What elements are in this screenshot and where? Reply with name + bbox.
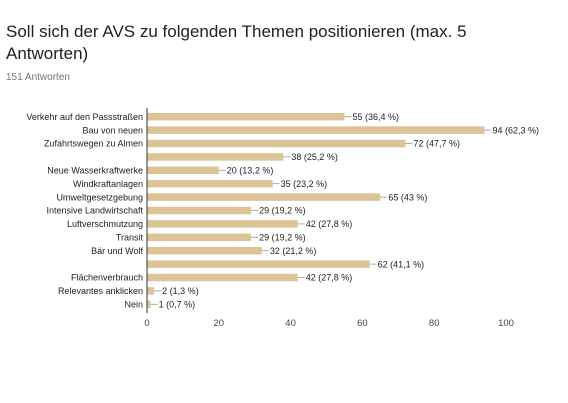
- bar-value-label: 42 (27,8 %): [306, 273, 353, 283]
- bar-value-label: 32 (21,2 %): [270, 246, 317, 256]
- bar: [147, 179, 273, 188]
- bar-value-label: 62 (41,1 %): [378, 259, 425, 269]
- bar: [147, 112, 345, 121]
- bar: [147, 153, 284, 161]
- bar-value-label: 29 (19,2 %): [259, 233, 306, 243]
- x-tick-label: 100: [498, 318, 514, 329]
- bar: [147, 273, 298, 282]
- bar-value-label: 55 (36,4 %): [352, 112, 399, 122]
- bar: [147, 287, 155, 295]
- bar: [147, 300, 151, 309]
- category-label: Relevantes anklicken: [58, 286, 143, 296]
- bar-value-label: 2 (1,3 %): [162, 286, 199, 296]
- category-label: Bär und Wolf: [91, 246, 143, 256]
- x-tick-label: 0: [144, 318, 149, 329]
- x-tick-label: 40: [285, 318, 296, 329]
- bar: [147, 139, 406, 148]
- bar: [147, 193, 381, 201]
- category-label: Intensive Landwirtschaft: [46, 206, 143, 216]
- x-tick-label: 20: [214, 318, 225, 329]
- bar-value-label: 65 (43 %): [388, 192, 427, 202]
- category-label: Bau von neuen: [82, 125, 143, 135]
- x-tick-label: 60: [357, 318, 368, 329]
- bar: [147, 246, 262, 255]
- bar-value-label: 1 (0,7 %): [159, 300, 196, 310]
- category-label: Neue Wasserkraftwerke: [47, 166, 143, 176]
- category-label: Flächenverbrauch: [71, 273, 143, 283]
- bar: [147, 126, 485, 134]
- category-label: Nein: [124, 300, 143, 310]
- bar: [147, 260, 370, 268]
- category-label: Transit: [116, 233, 144, 243]
- category-label: Umweltgesetzgebung: [56, 192, 143, 202]
- category-label: Windkraftanlagen: [73, 179, 143, 189]
- bar: [147, 166, 219, 175]
- bar-value-label: 29 (19,2 %): [259, 206, 306, 216]
- bar-value-label: 94 (62,3 %): [492, 125, 539, 135]
- bar-value-label: 42 (27,8 %): [306, 219, 353, 229]
- category-label: Verkehr auf den Passstraßen: [26, 112, 143, 122]
- category-label: Luftverschmutzung: [67, 219, 143, 229]
- response-count: 151 Antworten: [6, 72, 70, 83]
- bar-value-label: 35 (23,2 %): [281, 179, 328, 189]
- bar-value-label: 72 (47,7 %): [413, 139, 460, 149]
- bar: [147, 206, 252, 215]
- bar-value-label: 20 (13,2 %): [227, 166, 274, 176]
- category-label: Zufahrtswegen zu Almen: [44, 139, 143, 149]
- chart-title: Soll sich der AVS zu folgenden Themen po…: [6, 22, 467, 63]
- bar-value-label: 38 (25,2 %): [291, 152, 338, 162]
- x-tick-label: 80: [429, 318, 440, 329]
- bar: [147, 220, 298, 228]
- bar: [147, 233, 252, 242]
